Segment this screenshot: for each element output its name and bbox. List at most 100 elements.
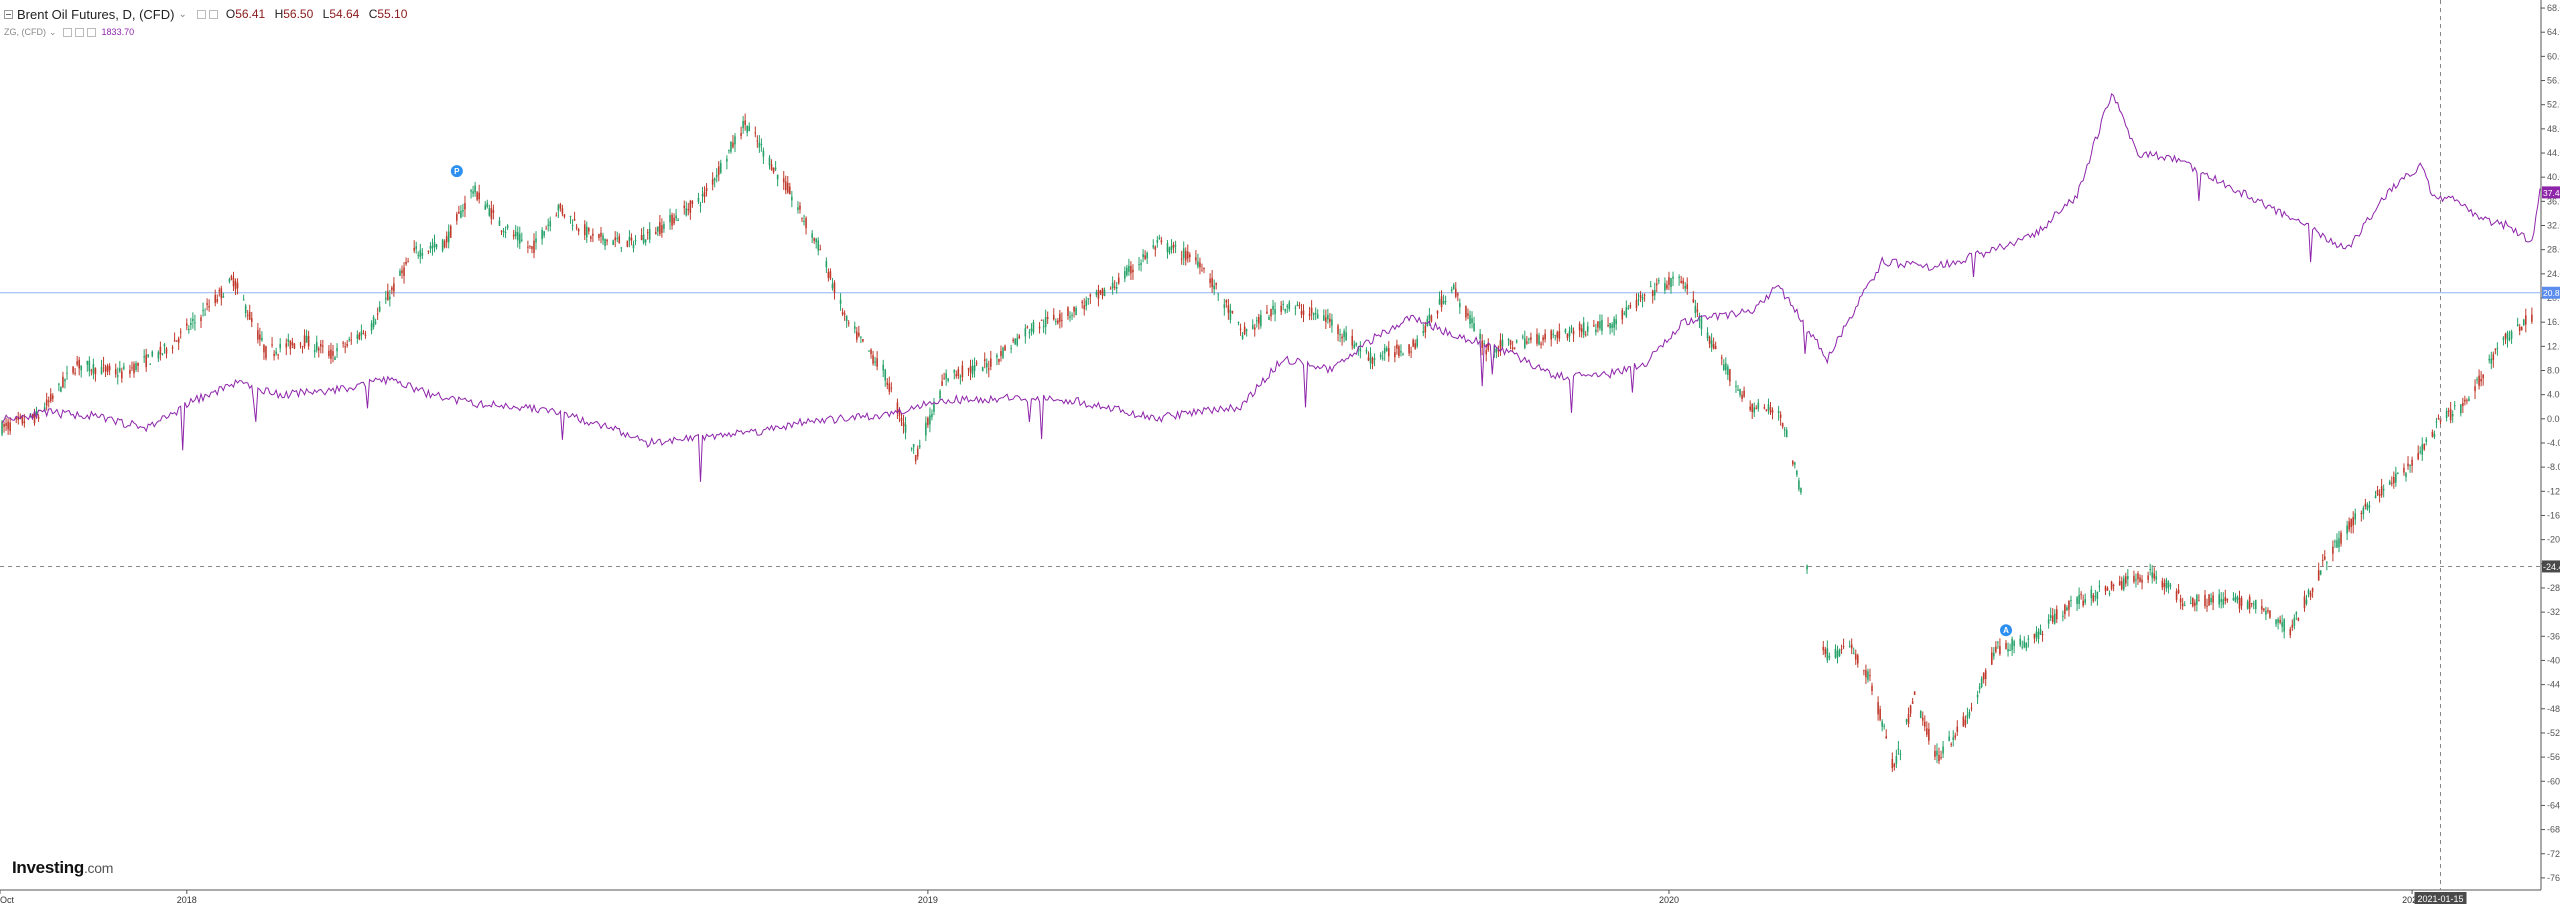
candle-body <box>1339 334 1341 336</box>
compare-symbol[interactable]: ZG, (CFD) <box>4 27 46 37</box>
candle-body <box>2053 613 2056 624</box>
candle-body <box>2177 589 2180 594</box>
y-tick-label: 36.00% <box>2547 196 2560 206</box>
candle-body <box>116 375 119 377</box>
candle-body <box>943 378 945 380</box>
candle-body <box>1593 325 1595 327</box>
candle-body <box>1997 641 1999 643</box>
candle-body <box>2051 615 2054 622</box>
candle-body <box>2064 604 2066 615</box>
candle-body <box>1284 309 1287 312</box>
candle-body <box>555 215 558 217</box>
candle-body <box>803 220 805 222</box>
candle-body <box>1993 652 1995 657</box>
candle-body <box>1467 313 1469 316</box>
candle-body <box>1865 670 1867 678</box>
candle-body <box>2098 585 2101 587</box>
candle-body <box>1231 311 1234 313</box>
chevron-down-icon[interactable]: ⌄ <box>178 8 187 20</box>
candle-body <box>330 349 332 359</box>
candle-body <box>3 424 5 427</box>
candle-body <box>1416 338 1419 347</box>
candle-body <box>328 350 330 357</box>
candle-body <box>1428 314 1431 320</box>
candle-body <box>1215 282 1217 285</box>
candle-body <box>234 281 237 290</box>
candle-body <box>1856 655 1859 664</box>
candle-body <box>953 369 956 373</box>
candle-body <box>687 209 690 211</box>
candle-body <box>206 303 208 305</box>
candle-body <box>358 333 361 340</box>
candle-body <box>1323 315 1325 321</box>
candle-body <box>957 369 960 377</box>
candle-body <box>1152 245 1155 248</box>
candle-body <box>2267 610 2269 612</box>
candle-body <box>1710 340 1713 348</box>
candle-body <box>1928 728 1930 741</box>
candle-body <box>1499 340 1502 349</box>
candle-body <box>1599 321 1601 329</box>
candle-body <box>1751 403 1754 412</box>
price-badge-box <box>2542 286 2560 299</box>
candle-body <box>1940 757 1942 759</box>
candle-body <box>445 236 448 243</box>
candle-body <box>843 313 846 315</box>
candle-body <box>929 415 931 425</box>
close-value: 55.10 <box>377 7 408 21</box>
candle-body <box>598 233 600 239</box>
candle-body <box>192 318 194 322</box>
candle-body <box>360 331 363 336</box>
y-tick-label: 32.00% <box>2547 221 2560 231</box>
candle-body <box>464 203 466 210</box>
candle-body <box>557 205 560 211</box>
candle-body <box>797 207 799 210</box>
candle-body <box>1158 237 1161 239</box>
candle-body <box>1564 329 1567 333</box>
candle-body <box>2388 481 2391 485</box>
candle-body <box>1794 462 1796 465</box>
candle-body <box>1749 406 1751 411</box>
candle-body <box>715 174 718 177</box>
settings-icon[interactable] <box>196 9 206 19</box>
candle-body <box>313 350 316 352</box>
candle-body <box>1012 339 1014 342</box>
candle-body <box>1852 652 1855 654</box>
compare-remove-icon[interactable] <box>86 27 96 37</box>
candle-body <box>914 455 917 461</box>
compare-chevron-icon[interactable]: ⌄ <box>49 26 57 37</box>
candle-body <box>931 413 933 418</box>
candle-body <box>208 306 210 308</box>
candle-body <box>521 239 523 241</box>
candle-body <box>405 261 407 265</box>
candle-body <box>129 369 131 374</box>
candle-body <box>2476 379 2478 381</box>
candle-body <box>1209 278 1211 283</box>
candle-body <box>2518 326 2521 332</box>
candle-body <box>2055 609 2058 620</box>
candle-body <box>1052 314 1055 320</box>
candle-body <box>458 211 460 214</box>
candle-body <box>1154 246 1157 250</box>
hide-icon[interactable] <box>208 9 218 19</box>
candle-body <box>1720 357 1723 359</box>
candle-body <box>870 349 872 354</box>
candle-body <box>86 360 89 365</box>
candle-body <box>145 354 147 368</box>
candle-body <box>35 410 38 415</box>
y-tick-label: 8.00% <box>2547 365 2560 375</box>
candle-body <box>1004 345 1006 351</box>
candle-body <box>441 239 444 251</box>
candle-body <box>332 351 334 356</box>
compare-hide-icon[interactable] <box>74 27 84 37</box>
compare-settings-icon[interactable] <box>62 27 72 37</box>
collapse-icon[interactable] <box>4 9 13 19</box>
candle-body <box>762 150 765 157</box>
candle-body <box>2169 584 2172 586</box>
candle-body <box>2403 467 2405 473</box>
candle-body <box>1103 289 1106 296</box>
candle-body <box>2092 595 2095 602</box>
symbol-title[interactable]: Brent Oil Futures, D, (CFD) <box>17 6 175 22</box>
candle-body <box>533 240 535 253</box>
